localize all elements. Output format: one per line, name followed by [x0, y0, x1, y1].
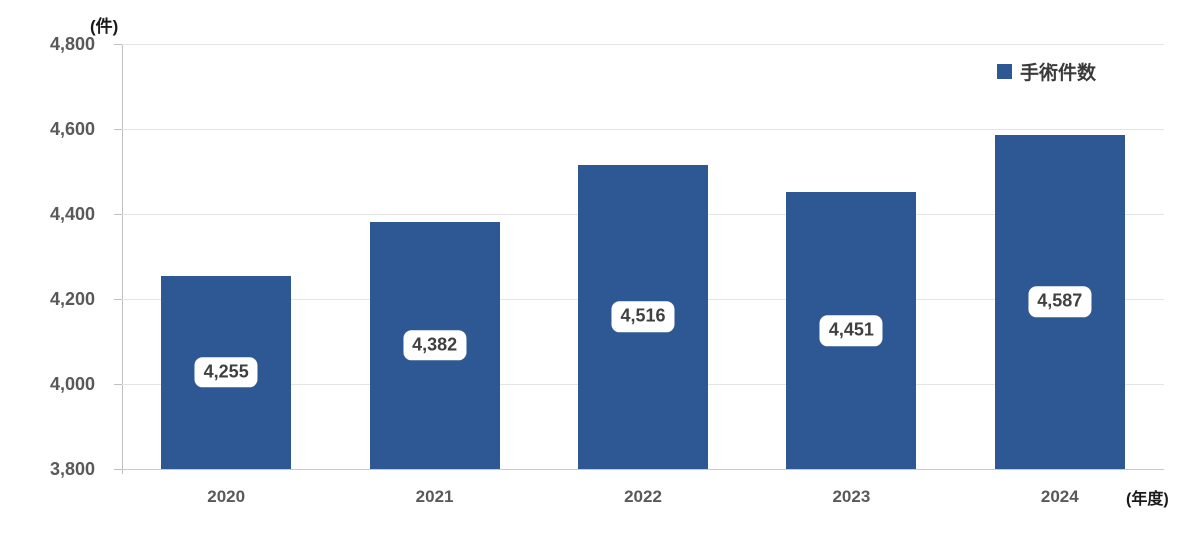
y-axis-tick	[114, 384, 122, 385]
x-tick-label: 2022	[624, 487, 662, 506]
gridline	[122, 44, 1164, 45]
bar-value-label: 4,382	[403, 330, 467, 361]
x-tick-label: 2023	[832, 487, 871, 506]
x-tick-label: 2024	[1040, 487, 1079, 506]
y-tick-label: 4,000	[49, 374, 95, 394]
x-tick-label: 2020	[207, 487, 246, 506]
bar-value-label: 4,451	[819, 315, 883, 346]
y-tick-label: 4,600	[49, 119, 95, 139]
bar-value-label: 4,587	[1028, 286, 1092, 318]
y-axis-tick	[114, 299, 122, 300]
x-axis-unit-label: (年度)	[1126, 491, 1169, 508]
y-axis-line	[122, 44, 123, 474]
x-axis-line	[122, 469, 1164, 470]
y-tick-label: 4,400	[49, 204, 95, 224]
bar-value-label: 4,255	[194, 357, 258, 388]
x-tick-label: 2021	[415, 487, 454, 506]
y-axis-unit-label: (件)	[90, 17, 119, 36]
y-tick-label: 4,200	[49, 289, 95, 309]
y-tick-label: 3,800	[49, 459, 95, 479]
y-axis-tick	[114, 469, 122, 470]
legend-color-swatch	[997, 64, 1012, 79]
bar-value-label: 4,516	[611, 301, 675, 333]
y-axis-tick	[114, 214, 122, 215]
y-tick-label: 4,800	[49, 34, 95, 54]
plot-area: 3,800 4,000 4,200 4,400 4,600 4,800 4,255 2020 4…	[50, 35, 1164, 506]
y-axis-tick	[114, 44, 122, 45]
legend: 手術件数	[997, 58, 1096, 85]
y-axis-tick	[114, 129, 122, 130]
gridline	[122, 129, 1164, 130]
legend-series-label: 手術件数	[1020, 63, 1097, 84]
